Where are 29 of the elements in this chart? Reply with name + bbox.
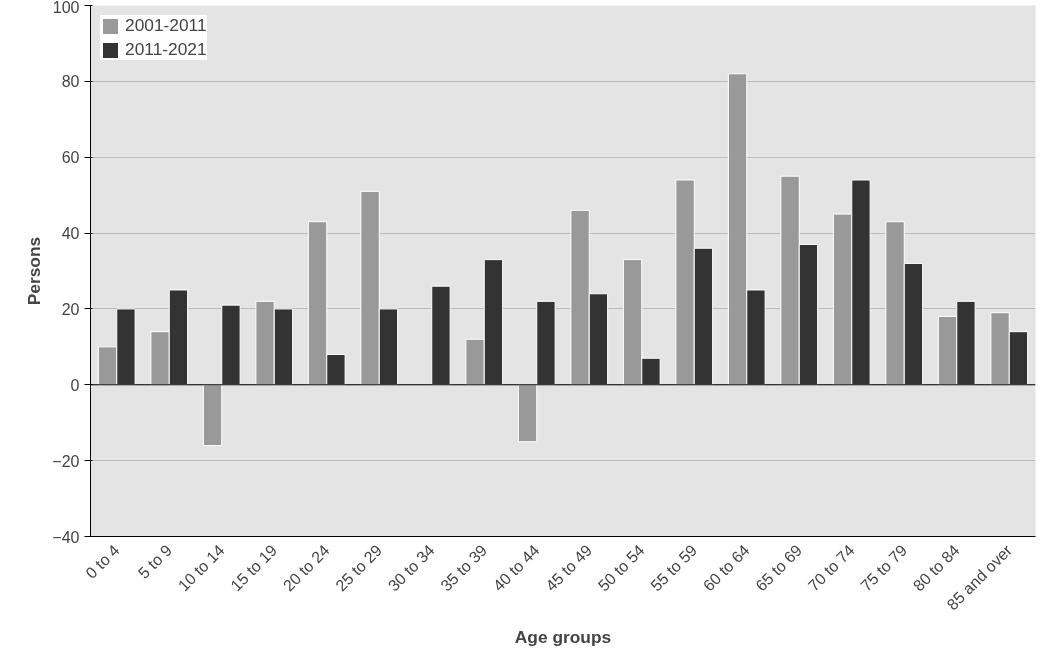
x-tick-label: 55 to 59 xyxy=(647,541,701,595)
x-tick-label: 75 to 79 xyxy=(857,541,911,595)
x-tick-label: 70 to 74 xyxy=(804,541,858,595)
y-tick-label: 20 xyxy=(61,300,80,318)
y-tick-label: 0 xyxy=(70,376,80,394)
x-tick-label: 45 to 49 xyxy=(542,541,596,595)
y-axis-title: Persons xyxy=(24,236,45,306)
x-tick-label: 35 to 39 xyxy=(437,541,491,595)
bar xyxy=(431,285,451,386)
x-tick-label: 5 to 9 xyxy=(134,541,176,582)
x-tick-label: 60 to 64 xyxy=(699,541,753,595)
x-tick-label: 40 to 44 xyxy=(489,541,543,595)
x-tick-label: 25 to 29 xyxy=(332,541,386,595)
x-tick-label: 20 to 24 xyxy=(279,541,333,595)
x-axis-title: Age groups xyxy=(514,627,612,648)
y-tick-label: −40 xyxy=(52,528,80,546)
x-tick-label: 65 to 69 xyxy=(752,541,806,595)
y-tick-label: −20 xyxy=(52,452,80,470)
x-tick-label: 15 to 19 xyxy=(227,541,281,595)
x-tick-label: 10 to 14 xyxy=(174,541,228,595)
y-tick-label: 80 xyxy=(61,73,80,91)
y-tick-label: 60 xyxy=(61,149,80,167)
y-tick-label: 100 xyxy=(52,0,80,16)
x-tick-label: 30 to 34 xyxy=(384,541,438,595)
legend-label: 2011-2021 xyxy=(125,39,207,60)
y-tick-label: 40 xyxy=(61,225,80,243)
x-tick-label: 50 to 54 xyxy=(594,541,648,595)
legend-label: 2001-2011 xyxy=(125,15,207,36)
x-tick-label: 0 to 4 xyxy=(82,541,123,582)
